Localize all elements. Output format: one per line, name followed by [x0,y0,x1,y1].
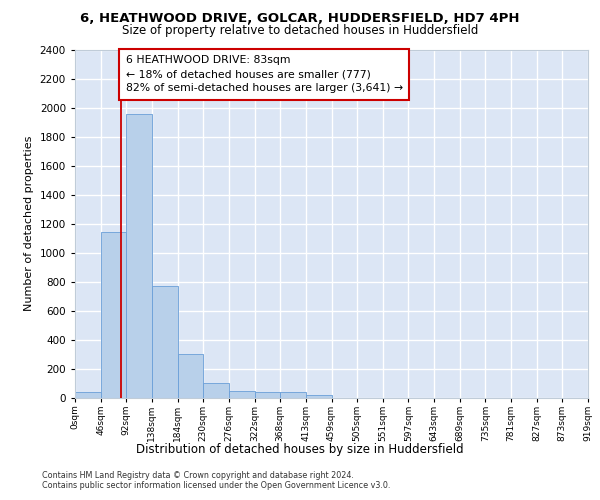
Text: Contains HM Land Registry data © Crown copyright and database right 2024.: Contains HM Land Registry data © Crown c… [42,471,354,480]
Text: Distribution of detached houses by size in Huddersfield: Distribution of detached houses by size … [136,442,464,456]
Text: 6 HEATHWOOD DRIVE: 83sqm
← 18% of detached houses are smaller (777)
82% of semi-: 6 HEATHWOOD DRIVE: 83sqm ← 18% of detach… [126,55,403,93]
Text: Contains public sector information licensed under the Open Government Licence v3: Contains public sector information licen… [42,481,391,490]
Y-axis label: Number of detached properties: Number of detached properties [24,136,34,312]
Bar [280,392,306,398]
Bar [127,114,152,398]
Bar [306,394,331,398]
Text: 6, HEATHWOOD DRIVE, GOLCAR, HUDDERSFIELD, HD7 4PH: 6, HEATHWOOD DRIVE, GOLCAR, HUDDERSFIELD… [80,12,520,26]
Bar [229,391,254,398]
Bar [203,383,229,398]
Bar [178,354,203,398]
Bar [254,392,280,398]
Text: Size of property relative to detached houses in Huddersfield: Size of property relative to detached ho… [122,24,478,37]
Bar [101,232,127,398]
Bar [152,286,178,398]
Bar [75,392,101,398]
